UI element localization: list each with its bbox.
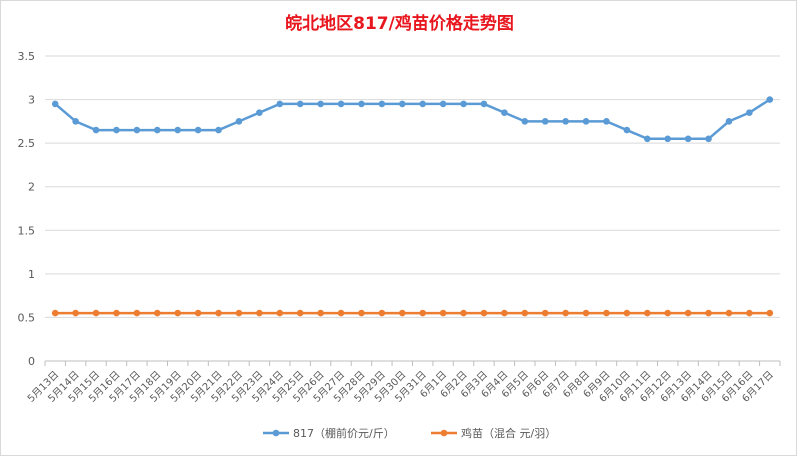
series-2 — [51, 309, 774, 317]
data-point — [153, 126, 161, 134]
data-point — [766, 96, 774, 103]
data-point — [562, 309, 569, 317]
legend-marker — [272, 429, 280, 437]
data-point — [113, 126, 120, 134]
data-point — [766, 309, 774, 317]
data-point — [419, 100, 427, 108]
data-point — [215, 126, 222, 134]
data-point — [562, 118, 569, 125]
data-point — [133, 126, 141, 134]
data-point — [398, 309, 406, 317]
data-point — [705, 309, 712, 317]
data-point — [358, 309, 365, 317]
data-point — [276, 309, 284, 317]
data-point — [235, 118, 243, 125]
legend-label: 817（棚前价元/斤） — [293, 426, 395, 440]
y-tick-label: 0.5 — [18, 311, 36, 324]
data-point — [256, 309, 263, 317]
data-point — [664, 309, 672, 317]
data-point — [439, 100, 447, 108]
data-point — [72, 118, 79, 125]
legend: 817（棚前价元/斤） 鸡苗（混合 元/羽） — [263, 426, 556, 440]
data-point — [317, 100, 324, 108]
data-point — [113, 309, 120, 317]
y-tick-label: 3 — [28, 94, 35, 107]
series-1 — [51, 96, 774, 143]
data-point — [460, 100, 467, 108]
data-point — [705, 135, 712, 143]
data-point — [684, 309, 692, 317]
data-point — [92, 126, 100, 134]
data-point — [296, 309, 304, 317]
data-point — [746, 309, 753, 317]
data-point — [623, 309, 631, 317]
data-point — [72, 309, 79, 317]
data-point — [378, 100, 386, 108]
data-point — [215, 309, 222, 317]
y-axis-ticks: 0 0.5 1 1.5 2 2.5 3 3.5 — [18, 50, 36, 368]
data-point — [603, 118, 610, 125]
data-point — [541, 118, 549, 125]
data-point — [521, 118, 529, 125]
data-point — [643, 135, 651, 143]
data-point — [725, 118, 733, 125]
data-point — [643, 309, 651, 317]
y-tick-label: 2.5 — [18, 137, 36, 150]
data-point — [501, 309, 508, 317]
y-tick-label: 1.5 — [18, 224, 36, 237]
series — [51, 96, 774, 317]
legend-marker — [440, 429, 448, 437]
data-point — [419, 309, 427, 317]
data-point — [541, 309, 549, 317]
y-tick-label: 1 — [28, 268, 35, 281]
x-axis-ticks: 5月13日5月14日5月15日5月16日5月17日5月18日5月19日5月20日… — [25, 361, 781, 405]
data-point — [521, 309, 529, 317]
data-point — [684, 135, 692, 143]
legend-label: 鸡苗（混合 元/羽） — [461, 426, 556, 440]
data-point — [460, 309, 467, 317]
data-point — [501, 109, 508, 116]
data-point — [439, 309, 447, 317]
data-point — [337, 100, 345, 108]
data-point — [582, 118, 590, 125]
data-point — [51, 309, 59, 317]
series-line — [54, 98, 771, 141]
data-point — [337, 309, 345, 317]
data-point — [194, 309, 202, 317]
data-point — [194, 126, 202, 134]
data-point — [358, 100, 365, 108]
data-point — [398, 100, 406, 108]
data-point — [51, 100, 59, 108]
data-point — [603, 309, 610, 317]
y-tick-label: 3.5 — [18, 50, 36, 63]
data-point — [133, 309, 141, 317]
data-point — [174, 309, 182, 317]
data-point — [153, 309, 161, 317]
data-point — [725, 309, 733, 317]
data-point — [276, 100, 284, 108]
chart-title: 皖北地区817/鸡苗价格走势图 — [285, 14, 514, 34]
data-point — [317, 309, 324, 317]
data-point — [480, 309, 488, 317]
data-point — [174, 126, 182, 134]
y-tick-label: 2 — [28, 181, 35, 194]
data-point — [480, 100, 488, 108]
data-point — [623, 126, 631, 134]
data-point — [746, 109, 753, 116]
data-point — [582, 309, 590, 317]
y-tick-label: 0 — [28, 355, 35, 368]
data-point — [664, 135, 672, 143]
data-point — [378, 309, 386, 317]
data-point — [235, 309, 243, 317]
data-point — [92, 309, 100, 317]
data-point — [256, 109, 263, 116]
data-point — [296, 100, 304, 108]
